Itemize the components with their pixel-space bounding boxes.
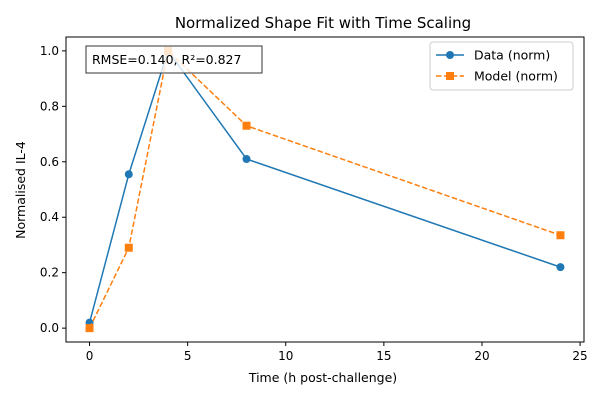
data-point [556,231,565,240]
data-point [242,121,251,130]
annotation-text: RMSE=0.140, R²=0.827 [92,52,241,67]
y-tick-label: 0.2 [40,266,59,280]
y-axis-ticks: 0.0 0.2 0.4 0.6 0.8 1.0 [40,44,66,335]
x-tick-label: 10 [278,349,293,363]
y-tick-label: 0.0 [40,321,59,335]
legend-marker [446,72,454,80]
legend-marker [446,51,454,59]
data-point [242,155,251,163]
x-axis-ticks: 0 5 10 15 20 25 [86,342,588,363]
y-tick-label: 0.6 [40,155,59,169]
y-tick-label: 0.4 [40,210,59,224]
data-point [124,243,133,252]
series-line [88,49,561,329]
y-tick-label: 0.8 [40,99,59,113]
stats-annotation: RMSE=0.140, R²=0.827 [85,45,263,74]
annotation-box [85,45,263,74]
data-point [85,324,94,333]
legend-label: Data (norm) [474,48,550,63]
x-tick-label: 5 [184,349,192,363]
y-axis-label: Normalised IL-4 [13,141,28,239]
x-tick-label: 20 [474,349,489,363]
data-point [556,263,565,272]
legend-label: Model (norm) [474,69,558,84]
legend: Data (norm) Model (norm) [429,41,574,91]
x-tick-label: 0 [86,349,94,363]
data-point [124,170,133,179]
legend-box [429,41,574,91]
x-tick-label: 15 [376,349,391,363]
chart-title: Normalized Shape Fit with Time Scaling [175,14,471,32]
x-axis-label: Time (h post-challenge) [248,370,397,385]
plot-area [65,36,585,343]
axes-frame [65,36,585,343]
x-tick-label: 25 [572,349,587,363]
y-tick-label: 1.0 [40,44,59,58]
